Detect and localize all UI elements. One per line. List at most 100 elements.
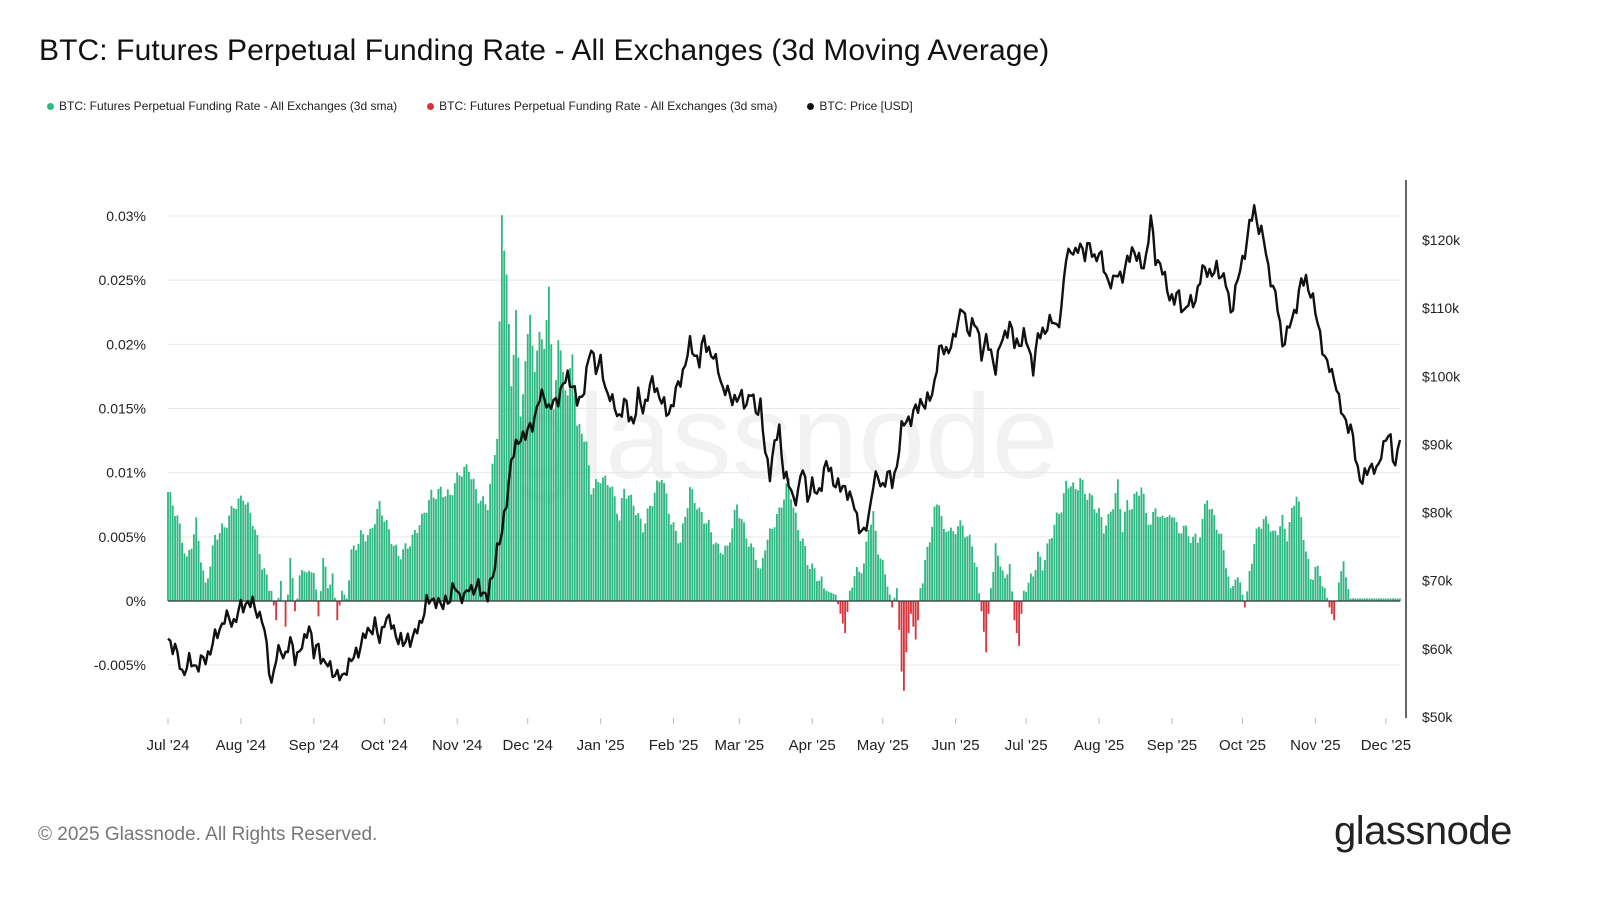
funding-bar (1100, 517, 1103, 601)
funding-bar (726, 545, 729, 601)
funding-bar (1128, 509, 1131, 601)
funding-bar (1352, 598, 1354, 601)
funding-bar (239, 495, 242, 601)
funding-bar (717, 543, 720, 601)
funding-bar (978, 593, 981, 601)
funding-bar (1262, 519, 1265, 601)
funding-bar (1396, 598, 1399, 601)
funding-bar (543, 348, 546, 601)
funding-bar (778, 507, 781, 601)
funding-bar (879, 558, 882, 601)
funding-bar (286, 594, 289, 601)
funding-bar (437, 489, 440, 601)
funding-bar (496, 438, 499, 601)
funding-bar (303, 571, 306, 601)
funding-bar (1166, 516, 1169, 601)
funding-bar (230, 505, 233, 601)
funding-bar (1337, 582, 1340, 601)
legend-dot-green (47, 102, 54, 110)
funding-bar (985, 601, 988, 653)
funding-bar (493, 454, 496, 601)
funding-bar (515, 309, 517, 601)
legend-item-funding-positive[interactable]: BTC: Futures Perpetual Funding Rate - Al… (47, 99, 397, 113)
funding-bar (1241, 594, 1244, 601)
funding-bar (1206, 500, 1209, 601)
funding-bar (1342, 561, 1345, 601)
funding-bar (200, 562, 202, 601)
funding-bar (750, 543, 752, 601)
funding-bar (486, 509, 489, 601)
funding-bar (214, 535, 216, 601)
funding-bar (1361, 598, 1364, 601)
funding-bar (851, 587, 854, 601)
funding-bar (644, 523, 647, 601)
funding-bar (362, 534, 365, 601)
funding-bar (531, 345, 534, 601)
funding-bar (893, 597, 896, 601)
funding-bar (1218, 533, 1220, 601)
funding-bar (924, 559, 926, 601)
funding-bar (658, 481, 661, 601)
funding-bar (242, 500, 245, 601)
funding-bar (848, 590, 851, 601)
funding-bar (573, 395, 576, 601)
funding-bar (1260, 528, 1263, 601)
funding-bar (381, 515, 383, 601)
funding-bar (456, 472, 459, 601)
funding-bar (178, 523, 181, 601)
funding-bar (1300, 517, 1303, 601)
funding-bar (754, 559, 757, 601)
funding-bar (907, 601, 910, 634)
funding-bar (1058, 513, 1060, 601)
x-tick-label: May '25 (857, 737, 909, 754)
funding-bar (385, 519, 388, 601)
left-tick-label: 0.025% (99, 272, 146, 288)
funding-bar (289, 557, 292, 601)
funding-bar (696, 509, 698, 601)
funding-bar (801, 538, 804, 601)
funding-bar (745, 538, 748, 601)
funding-bar (1091, 495, 1093, 601)
funding-bar (566, 395, 569, 601)
funding-bar (399, 559, 402, 601)
funding-bar (1215, 529, 1218, 601)
funding-bar (1345, 577, 1347, 601)
funding-bar (733, 509, 736, 601)
funding-bar (637, 513, 640, 601)
funding-bar (1034, 569, 1037, 601)
funding-bar (416, 533, 419, 601)
funding-bar (284, 601, 287, 627)
legend-item-funding-negative[interactable]: BTC: Futures Perpetual Funding Rate - Al… (427, 99, 777, 113)
funding-bar (183, 553, 186, 601)
funding-bar (373, 524, 376, 601)
funding-bar (663, 483, 666, 601)
funding-bar (1159, 517, 1162, 601)
funding-bar (305, 572, 308, 601)
funding-bar (625, 498, 628, 601)
funding-bar (555, 380, 557, 601)
funding-bar (228, 515, 231, 601)
funding-bar (604, 475, 607, 601)
funding-bar (964, 537, 966, 601)
funding-bar (294, 601, 296, 612)
funding-bar (195, 517, 198, 601)
funding-bar (1295, 496, 1298, 601)
funding-bar (1161, 515, 1164, 601)
x-tick-label: Nov '24 (432, 737, 482, 754)
funding-bar (204, 582, 207, 601)
funding-bar (1039, 556, 1042, 601)
funding-bar (599, 483, 602, 601)
funding-bar (971, 546, 974, 601)
funding-bar (1027, 582, 1030, 601)
funding-bar (1152, 511, 1155, 601)
funding-bar (1314, 566, 1317, 601)
funding-bar (773, 527, 776, 601)
funding-bar (935, 504, 938, 601)
funding-bar (279, 580, 282, 601)
legend-item-price[interactable]: BTC: Price [USD] (807, 99, 913, 113)
funding-bar (1121, 531, 1124, 601)
funding-bar (1147, 524, 1150, 601)
glassnode-logo: glassnode (1334, 809, 1512, 853)
funding-bar (265, 574, 268, 601)
funding-bar (602, 477, 604, 601)
